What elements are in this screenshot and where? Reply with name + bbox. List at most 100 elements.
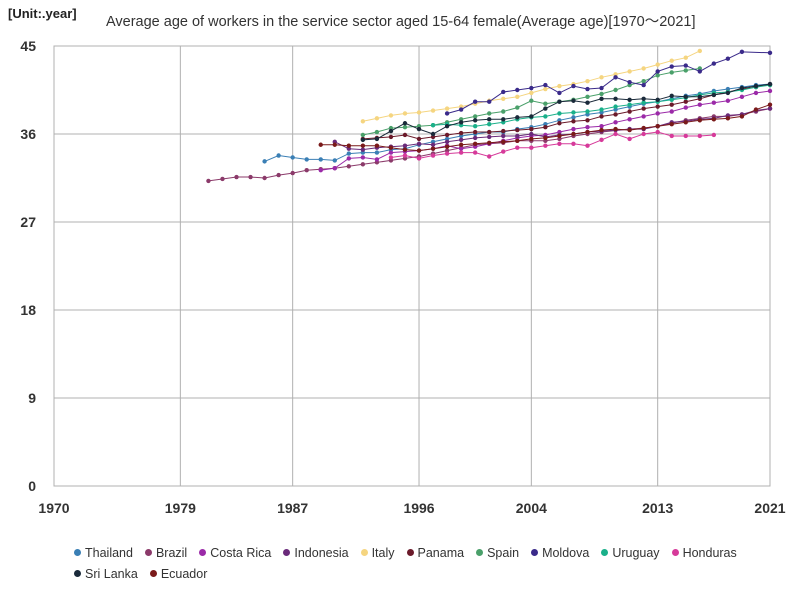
data-point <box>501 149 506 154</box>
data-point <box>585 143 590 148</box>
legend-label: Uruguay <box>612 545 660 560</box>
data-point <box>416 136 422 142</box>
data-point <box>346 151 352 156</box>
legend-label: Moldova <box>542 545 590 560</box>
data-point <box>458 120 464 125</box>
data-point <box>697 48 703 54</box>
data-point <box>585 118 590 123</box>
data-point <box>585 124 590 130</box>
data-point <box>585 109 590 114</box>
data-point <box>388 113 394 118</box>
data-point <box>529 131 534 137</box>
data-point <box>304 157 309 162</box>
data-point <box>290 170 295 176</box>
data-point <box>739 94 745 100</box>
data-point <box>206 178 211 184</box>
data-point <box>458 150 464 155</box>
data-point <box>472 150 478 155</box>
data-point <box>767 50 773 56</box>
data-point <box>683 63 688 68</box>
data-point <box>416 156 422 161</box>
data-point <box>599 123 604 129</box>
data-point <box>641 106 646 111</box>
data-point <box>487 129 492 135</box>
data-point <box>487 134 492 140</box>
data-point <box>515 87 520 93</box>
data-point <box>332 158 337 163</box>
data-point <box>515 94 520 100</box>
series-line <box>446 51 771 114</box>
data-point <box>697 118 703 123</box>
legend-label: Sri Lanka <box>85 566 138 581</box>
data-point <box>529 114 534 119</box>
data-point <box>543 143 548 148</box>
data-point <box>430 142 436 147</box>
legend-item: Ecuador <box>149 567 207 581</box>
data-point <box>416 148 422 153</box>
data-point <box>472 99 478 104</box>
series-thailand <box>262 81 773 164</box>
data-point <box>529 145 534 150</box>
data-point <box>262 175 267 181</box>
data-point <box>571 115 576 120</box>
data-point <box>669 133 674 139</box>
legend-row: Thailand Brazil Costa Rica Indonesia Italy Pa… <box>74 542 774 563</box>
data-point <box>430 123 436 128</box>
data-point <box>543 135 548 141</box>
data-point <box>697 94 703 100</box>
data-point <box>697 133 703 139</box>
data-point <box>515 115 520 120</box>
y-tick-label: 36 <box>20 126 36 142</box>
data-point <box>683 94 688 100</box>
legend-marker <box>144 549 152 556</box>
data-point <box>683 105 688 110</box>
series-line <box>390 131 714 159</box>
data-point <box>725 90 731 96</box>
data-point <box>402 124 408 130</box>
data-point <box>374 136 380 142</box>
data-point <box>739 49 745 55</box>
data-point <box>557 99 562 104</box>
legend-label: Indonesia <box>294 545 349 560</box>
data-point <box>501 96 506 102</box>
data-point <box>515 133 520 139</box>
data-point <box>711 117 717 122</box>
data-point <box>711 100 717 105</box>
data-point <box>627 109 632 114</box>
data-point <box>318 142 323 147</box>
data-point <box>360 155 366 160</box>
data-point <box>402 147 408 152</box>
y-tick-label: 18 <box>20 302 36 318</box>
data-point <box>599 91 604 97</box>
data-point <box>444 132 450 138</box>
data-point <box>767 88 773 94</box>
data-point <box>515 138 520 144</box>
data-point <box>557 111 562 116</box>
data-point <box>487 111 492 116</box>
series-line <box>362 83 771 141</box>
data-point <box>458 142 464 147</box>
data-point <box>697 102 703 107</box>
data-point <box>753 83 759 89</box>
data-point <box>529 98 534 103</box>
data-point <box>276 153 281 158</box>
data-point <box>529 126 534 132</box>
y-tick-label: 27 <box>20 214 36 230</box>
data-point <box>641 79 646 84</box>
data-point <box>360 143 366 148</box>
data-point <box>557 121 562 126</box>
data-point <box>487 122 492 127</box>
y-tick-label: 0 <box>28 478 36 494</box>
data-point <box>613 96 618 102</box>
x-tick-label: 2021 <box>754 500 785 516</box>
series-italy <box>360 48 703 124</box>
data-point <box>374 150 380 155</box>
data-point <box>613 131 618 137</box>
data-point <box>627 102 632 107</box>
data-point <box>669 93 674 99</box>
legend-label: Costa Rica <box>210 545 272 560</box>
data-point <box>360 137 366 143</box>
legend-item: Uruguay <box>601 545 660 560</box>
data-point <box>543 101 548 106</box>
data-point <box>571 83 576 89</box>
